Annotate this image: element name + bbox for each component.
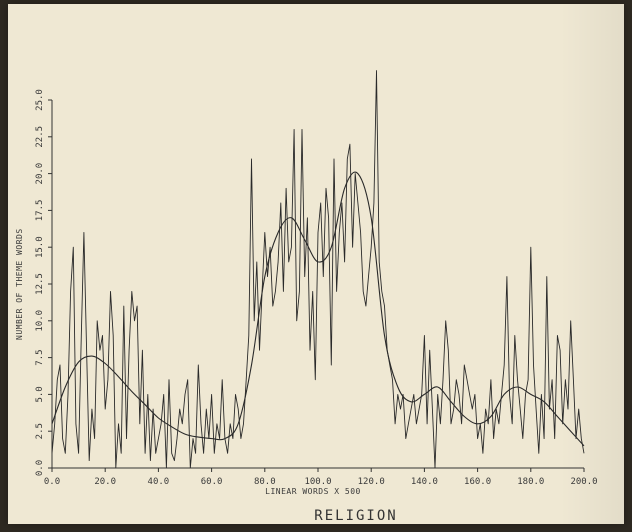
x-tick-label: 0.0 bbox=[44, 477, 60, 487]
x-tick-label: 80.0 bbox=[254, 477, 276, 487]
y-tick-label: 12.5 bbox=[35, 273, 45, 295]
y-tick-label: 15.0 bbox=[35, 236, 45, 258]
y-tick-label: 0.0 bbox=[35, 460, 45, 476]
x-tick-label: 180.0 bbox=[517, 477, 544, 487]
x-tick-label: 20.0 bbox=[94, 477, 116, 487]
y-tick-label: 10.0 bbox=[35, 310, 45, 332]
y-axis-label: NUMBER OF THEME WORDS bbox=[15, 228, 24, 340]
smoothed-trend-line bbox=[51, 171, 585, 447]
y-tick-label: 25.0 bbox=[35, 89, 45, 111]
x-tick-label: 60.0 bbox=[201, 477, 223, 487]
raw-count-line bbox=[51, 70, 585, 469]
paper-sheet bbox=[8, 4, 624, 524]
x-axis-label: LINEAR WORDS X 500 bbox=[265, 487, 361, 496]
y-tick-label: 17.5 bbox=[35, 200, 45, 222]
chart-title: RELIGION bbox=[314, 508, 397, 524]
x-tick-label: 40.0 bbox=[148, 477, 170, 487]
y-tick-label: 20.0 bbox=[35, 163, 45, 185]
x-tick-label: 160.0 bbox=[464, 477, 491, 487]
y-tick-label: 5.0 bbox=[35, 386, 45, 402]
y-axis-ticks: 0.0 2.5 5.0 7.5 10.0 12.5 15.0 17.5 20.0 22.5 25.0 bbox=[35, 89, 52, 476]
y-tick-label: 7.5 bbox=[35, 349, 45, 365]
x-axis-ticks: 0.0 20.0 40.0 60.0 80.0 100.0 120.0 140.0 160.0 1… bbox=[44, 468, 598, 487]
x-tick-label: 200.0 bbox=[570, 477, 597, 487]
y-tick-label: 22.5 bbox=[35, 126, 45, 148]
y-tick-label: 2.5 bbox=[35, 423, 45, 439]
x-tick-label: 100.0 bbox=[304, 477, 331, 487]
data-series bbox=[51, 70, 585, 469]
x-tick-label: 140.0 bbox=[411, 477, 438, 487]
chart-axes bbox=[51, 100, 584, 469]
x-tick-label: 120.0 bbox=[358, 477, 385, 487]
